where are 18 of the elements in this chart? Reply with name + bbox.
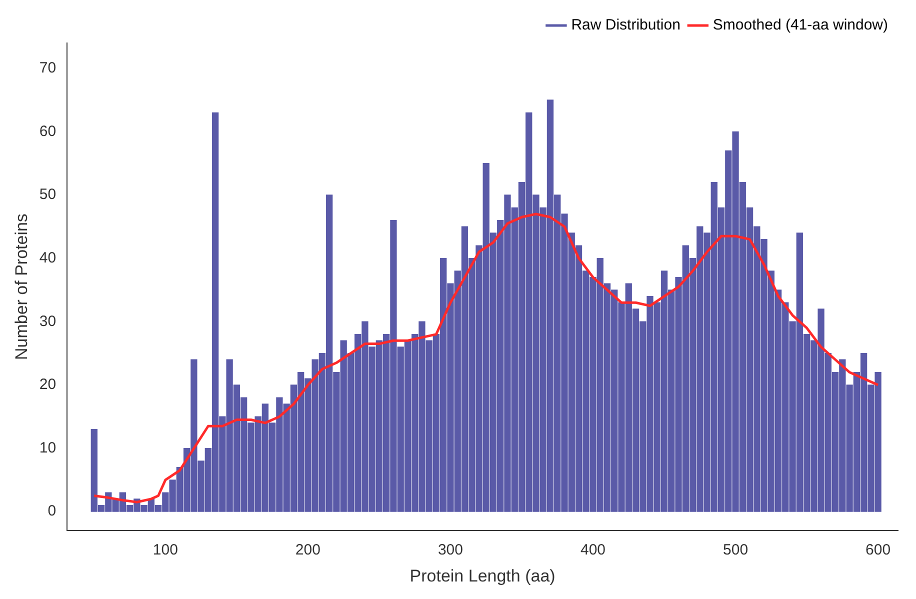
x-axis-title: Protein Length (aa): [410, 566, 556, 586]
y-tick-label: 30: [39, 312, 56, 330]
x-tick-label: 300: [438, 542, 463, 559]
x-tick-label: 400: [580, 542, 606, 559]
x-tick-label: 500: [723, 542, 748, 559]
x-tick-label: 600: [866, 542, 891, 559]
y-tick-label: 0: [48, 502, 56, 520]
y-tick-label: 40: [39, 249, 56, 266]
y-tick-label: 60: [39, 122, 56, 140]
y-tick-label: 20: [39, 376, 56, 394]
y-axis-title: Number of Proteins: [12, 214, 31, 360]
legend-label: Smoothed (41-aa window): [712, 16, 888, 34]
x-tick-label: 200: [295, 542, 320, 559]
y-tick-label: 10: [39, 439, 56, 456]
y-tick-label: 50: [39, 186, 56, 204]
legend-label: Raw Distribution: [571, 16, 680, 34]
x-tick-label: 100: [152, 542, 178, 559]
y-tick-label: 70: [39, 59, 56, 76]
